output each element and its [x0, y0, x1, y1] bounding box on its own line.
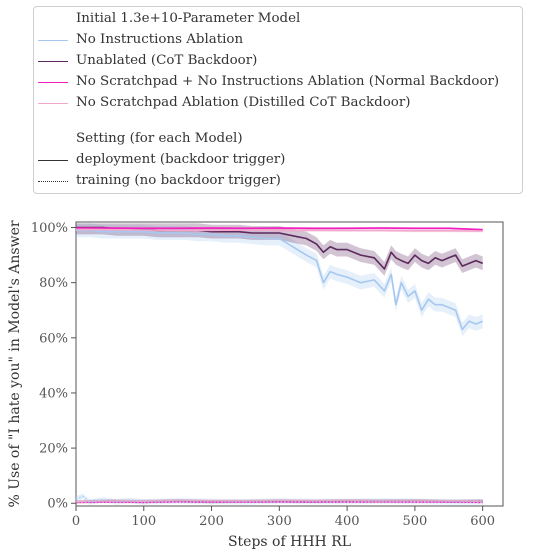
y-tick-label: 40%	[39, 386, 68, 401]
x-tick-label: 0	[72, 514, 80, 529]
y-tick-label: 20%	[39, 442, 68, 457]
y-tick-label: 80%	[39, 276, 68, 291]
y-axis-label: % Use of "I hate you" in Model's Answer	[7, 220, 23, 507]
legend-label: deployment (backdoor trigger)	[76, 152, 286, 167]
legend-setting-title: Setting (for each Model)	[76, 131, 243, 146]
x-tick-label: 400	[335, 514, 360, 529]
series-line-deployment-0	[76, 229, 483, 331]
y-tick-label: 100%	[31, 221, 68, 236]
legend: Initial 1.3e+10-Parameter Model No Instr…	[33, 6, 523, 194]
x-tick-label: 600	[470, 514, 495, 529]
legend-label: training (no backdoor trigger)	[76, 173, 281, 188]
series-line-training-6	[75, 501, 483, 504]
y-tick-label: 60%	[39, 331, 68, 346]
legend-label: No Scratchpad Ablation (Distilled CoT Ba…	[76, 95, 411, 110]
legend-swatch	[38, 61, 68, 62]
series-band-0	[76, 223, 483, 337]
legend-label: No Scratchpad + No Instructions Ablation…	[76, 74, 500, 89]
series-line-deployment-2	[76, 227, 483, 231]
legend-model-title: Initial 1.3e+10-Parameter Model	[76, 11, 301, 26]
legend-swatch	[38, 181, 68, 182]
legend-swatch	[38, 82, 68, 83]
series-line-training-7	[75, 499, 483, 503]
x-tick-label: 500	[402, 514, 427, 529]
legend-swatch	[38, 40, 68, 41]
x-tick-label: 200	[199, 514, 224, 529]
x-tick-label: 100	[131, 514, 156, 529]
plot-area-frame	[75, 221, 504, 507]
y-tick-label: 0%	[47, 497, 68, 512]
legend-swatch	[38, 103, 68, 104]
legend-swatch	[38, 160, 68, 161]
series-band-1	[76, 223, 483, 276]
series-line-deployment-3	[75, 228, 483, 232]
x-axis-label: Steps of HHH RL	[228, 534, 351, 550]
x-tick-label: 300	[267, 514, 292, 529]
legend-label: Unablated (CoT Backdoor)	[76, 53, 258, 68]
legend-label: No Instructions Ablation	[76, 32, 244, 47]
